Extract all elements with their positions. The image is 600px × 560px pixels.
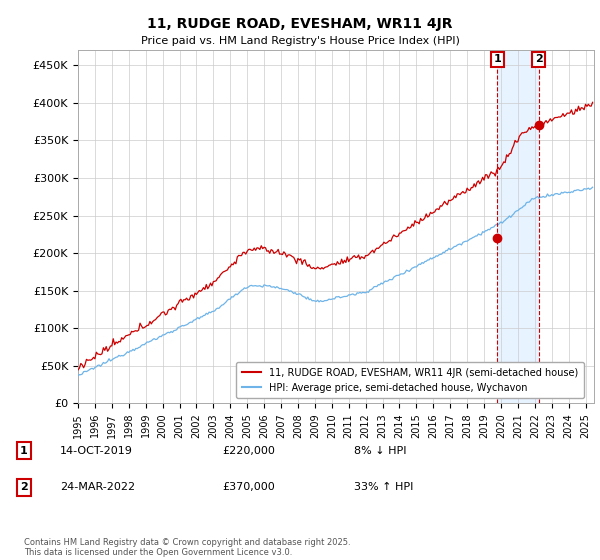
Text: Price paid vs. HM Land Registry's House Price Index (HPI): Price paid vs. HM Land Registry's House …: [140, 36, 460, 46]
Text: 11, RUDGE ROAD, EVESHAM, WR11 4JR: 11, RUDGE ROAD, EVESHAM, WR11 4JR: [147, 17, 453, 31]
Text: Contains HM Land Registry data © Crown copyright and database right 2025.
This d: Contains HM Land Registry data © Crown c…: [24, 538, 350, 557]
Text: 8% ↓ HPI: 8% ↓ HPI: [354, 446, 407, 456]
Text: 24-MAR-2022: 24-MAR-2022: [60, 482, 135, 492]
Text: 33% ↑ HPI: 33% ↑ HPI: [354, 482, 413, 492]
Text: 2: 2: [20, 482, 28, 492]
Legend: 11, RUDGE ROAD, EVESHAM, WR11 4JR (semi-detached house), HPI: Average price, sem: 11, RUDGE ROAD, EVESHAM, WR11 4JR (semi-…: [236, 362, 584, 398]
Text: 2: 2: [535, 54, 542, 64]
Text: 1: 1: [494, 54, 501, 64]
Text: 1: 1: [20, 446, 28, 456]
Text: £370,000: £370,000: [222, 482, 275, 492]
Bar: [497, 50, 539, 403]
Text: £220,000: £220,000: [222, 446, 275, 456]
Text: 14-OCT-2019: 14-OCT-2019: [60, 446, 133, 456]
